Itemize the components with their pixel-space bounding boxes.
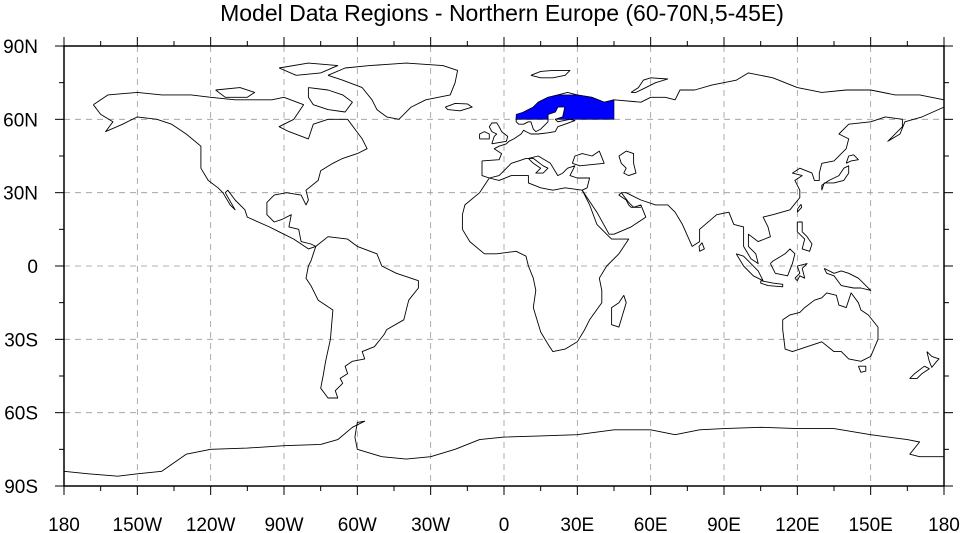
y-tick-label: 30N bbox=[3, 184, 38, 205]
coastline-sri-lanka bbox=[698, 242, 705, 252]
y-tick-label: 90N bbox=[3, 37, 38, 58]
y-tick-label: 60N bbox=[3, 110, 38, 131]
x-tick-label: 60E bbox=[634, 515, 668, 533]
x-tick-label: 180 bbox=[928, 515, 960, 533]
x-tick-label: 120W bbox=[186, 515, 236, 533]
coastline-new-guinea bbox=[823, 267, 872, 291]
coastline-ireland bbox=[479, 131, 490, 140]
x-tick-label: 30E bbox=[560, 515, 594, 533]
x-tick-label: 90W bbox=[264, 515, 303, 533]
y-tick-label: 90S bbox=[4, 477, 38, 498]
axis-labels: 180 150W 120W 90W 60W 30W 0 30E 60E 90E 120E 150E 18… bbox=[3, 37, 960, 533]
x-tick-label: 30W bbox=[411, 515, 450, 533]
coastline-baffin-island bbox=[307, 87, 353, 113]
x-tick-label: 150E bbox=[848, 515, 892, 533]
coastline-sulawesi bbox=[794, 263, 808, 282]
x-tick-label: 60W bbox=[338, 515, 377, 533]
coastline-north-america bbox=[92, 91, 368, 250]
coastline-great-britain bbox=[488, 122, 509, 145]
coastline-japan bbox=[821, 165, 850, 191]
gridlines bbox=[64, 46, 944, 486]
y-tick-label: 0 bbox=[27, 257, 38, 278]
coastline-iceland bbox=[444, 102, 473, 112]
x-tick-label: 180 bbox=[48, 515, 80, 533]
y-tick-label: 60S bbox=[4, 404, 38, 425]
coastline-africa bbox=[461, 175, 630, 353]
coastline-new-zealand-north bbox=[926, 351, 940, 368]
coastline-svalbard bbox=[530, 69, 571, 79]
x-tick-label: 0 bbox=[499, 515, 510, 533]
coastline-novaya-zemlya bbox=[630, 77, 669, 93]
coastline-australia bbox=[782, 292, 879, 362]
coastline-philippines bbox=[796, 221, 813, 252]
highlight-region-northern-europe bbox=[515, 94, 615, 120]
map-title: Model Data Regions - Northern Europe (60… bbox=[220, 0, 784, 26]
y-tick-label: 30S bbox=[4, 330, 38, 351]
coastline-caspian-sea bbox=[618, 150, 637, 177]
coastline-south-america bbox=[305, 236, 419, 399]
coastline-ellesmere-island bbox=[278, 62, 339, 76]
coastline-victoria-island bbox=[215, 87, 256, 98]
x-tick-label: 90E bbox=[707, 515, 741, 533]
coastline-taiwan bbox=[796, 203, 803, 213]
coastline-java bbox=[760, 280, 784, 288]
coastline-greenland bbox=[327, 62, 459, 120]
coastline-tasmania bbox=[857, 365, 867, 373]
coastline-antarctica bbox=[63, 420, 944, 477]
axis-ticks bbox=[55, 37, 953, 495]
coastline-sumatra bbox=[735, 253, 764, 282]
coastline-new-zealand-south bbox=[909, 365, 930, 379]
coastline-madagascar bbox=[611, 295, 627, 328]
coastline-hokkaido bbox=[845, 154, 859, 164]
coastline-arabia-inner bbox=[618, 192, 641, 208]
coastline-borneo bbox=[769, 248, 796, 277]
x-tick-label: 150W bbox=[113, 515, 163, 533]
coastline-black-sea bbox=[571, 150, 605, 167]
x-tick-label: 120E bbox=[775, 515, 819, 533]
highlight-region-layer bbox=[515, 94, 615, 120]
